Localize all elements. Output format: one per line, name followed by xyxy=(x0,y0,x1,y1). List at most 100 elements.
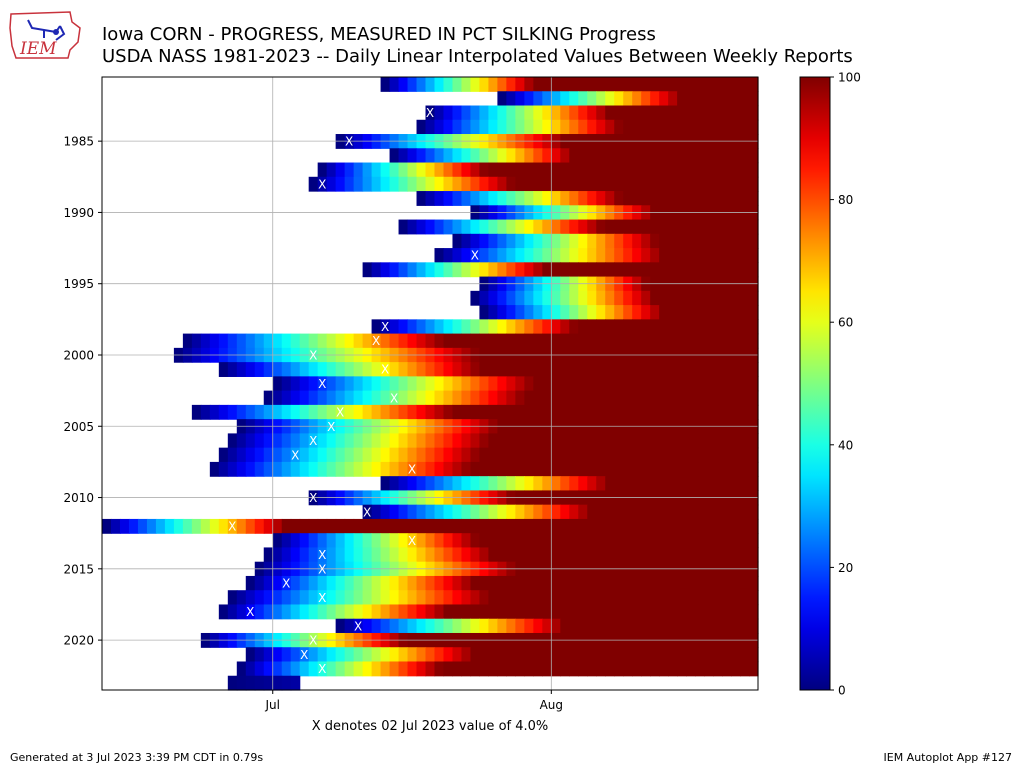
heatmap-cell xyxy=(416,590,427,606)
heatmap-cell xyxy=(218,447,229,463)
heatmap-cell xyxy=(614,119,624,135)
heatmap-cell xyxy=(380,604,391,620)
heatmap-cell xyxy=(695,447,705,463)
heatmap-cell xyxy=(299,604,310,620)
heatmap-cell xyxy=(749,547,759,563)
heatmap-cell xyxy=(677,476,687,492)
heatmap-cell xyxy=(632,661,642,677)
heatmap-cell xyxy=(695,319,705,335)
heatmap-cell xyxy=(389,618,400,634)
heatmap-cell xyxy=(452,461,463,477)
heatmap-cell xyxy=(272,447,283,463)
heatmap-cell xyxy=(650,476,660,492)
x-marker: X xyxy=(318,591,326,605)
heatmap-cell xyxy=(308,376,319,392)
heatmap-cell xyxy=(623,148,633,164)
heatmap-cell xyxy=(569,233,579,249)
heatmap-cell xyxy=(245,647,256,663)
heatmap-cell xyxy=(371,333,382,349)
heatmap-cell xyxy=(668,376,678,392)
heatmap-cell xyxy=(542,518,552,534)
heatmap-cell xyxy=(443,604,454,620)
heatmap-cell xyxy=(389,547,400,563)
heatmap-cell xyxy=(362,504,373,520)
heatmap-cell xyxy=(452,191,463,206)
heatmap-cell xyxy=(542,390,552,406)
heatmap-cell xyxy=(389,390,400,406)
heatmap-cell xyxy=(425,191,436,206)
heatmap-cell xyxy=(551,390,561,406)
heatmap-cell xyxy=(461,262,472,278)
heatmap-cell xyxy=(236,404,247,420)
heatmap-cell xyxy=(596,461,606,477)
heatmap-cell xyxy=(497,219,507,235)
heatmap-cell xyxy=(596,590,606,606)
heatmap-cell xyxy=(407,162,418,178)
heatmap-cell xyxy=(560,447,570,463)
heatmap-cell xyxy=(488,476,498,492)
heatmap-cell xyxy=(506,91,516,107)
heatmap-cell xyxy=(452,362,463,377)
heatmap-cell xyxy=(380,376,391,392)
heatmap-cell xyxy=(452,404,463,420)
heatmap-cell xyxy=(614,618,624,634)
heatmap-cell xyxy=(416,447,427,463)
heatmap-cell xyxy=(389,518,400,534)
heatmap-cell xyxy=(497,105,507,121)
heatmap-cell xyxy=(515,476,525,492)
heatmap-cell xyxy=(668,390,678,406)
heatmap-cell xyxy=(263,518,274,534)
heatmap-cell xyxy=(587,319,597,335)
heatmap-cell xyxy=(722,105,732,121)
heatmap-cell xyxy=(569,661,579,677)
heatmap-cell xyxy=(605,590,615,606)
heatmap-cell xyxy=(326,575,337,591)
heatmap-cell xyxy=(560,404,570,420)
heatmap-cell xyxy=(461,390,472,406)
heatmap-cell xyxy=(506,504,516,520)
heatmap-cell xyxy=(695,533,705,549)
heatmap-cell xyxy=(542,575,552,591)
heatmap-cell xyxy=(533,262,543,278)
heatmap-cell xyxy=(506,590,516,606)
heatmap-cell xyxy=(632,447,642,463)
heatmap-cell xyxy=(632,233,642,249)
heatmap-cell xyxy=(569,476,579,492)
x-marker: X xyxy=(309,434,317,448)
heatmap-cell xyxy=(461,333,472,349)
heatmap-cell xyxy=(389,661,400,677)
heatmap-cell xyxy=(623,390,633,406)
heatmap-cell xyxy=(623,333,633,349)
heatmap-cell xyxy=(533,148,543,164)
heatmap-cell xyxy=(506,447,516,463)
heatmap-cell xyxy=(515,148,525,164)
heatmap-cell xyxy=(605,219,615,235)
heatmap-cell xyxy=(407,575,418,591)
heatmap-cell xyxy=(380,319,391,335)
heatmap-cell xyxy=(533,248,543,263)
heatmap-cell xyxy=(632,91,642,107)
heatmap-cell xyxy=(596,148,606,164)
heatmap-cell xyxy=(749,647,759,663)
heatmap-cell xyxy=(470,390,481,406)
heatmap-cell xyxy=(659,476,669,492)
heatmap-cell xyxy=(731,91,741,107)
y-tick-label: 1995 xyxy=(63,277,94,291)
heatmap-cell xyxy=(452,333,463,349)
heatmap-cell xyxy=(362,647,373,663)
heatmap-cell xyxy=(560,105,570,121)
heatmap-cell xyxy=(488,575,498,591)
heatmap-cell xyxy=(452,219,463,235)
heatmap-cell xyxy=(722,590,732,606)
heatmap-cell xyxy=(731,461,741,477)
heatmap-cell xyxy=(416,461,427,477)
heatmap-cell xyxy=(713,362,723,377)
heatmap-cell xyxy=(425,262,436,278)
heatmap-cell xyxy=(623,376,633,392)
x-marker: X xyxy=(309,634,317,648)
heatmap-cell xyxy=(434,333,445,349)
colorbar-tick-label: 0 xyxy=(838,684,846,698)
heatmap-cell xyxy=(209,404,220,420)
heatmap-cell xyxy=(425,77,436,92)
